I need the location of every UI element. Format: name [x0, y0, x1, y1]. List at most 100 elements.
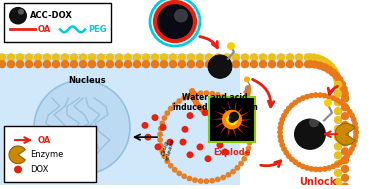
Circle shape [9, 7, 27, 25]
Circle shape [301, 96, 305, 100]
Circle shape [232, 54, 240, 61]
Circle shape [322, 58, 328, 65]
Circle shape [310, 54, 318, 61]
Polygon shape [232, 100, 237, 119]
Circle shape [182, 174, 186, 178]
Circle shape [124, 61, 132, 68]
Circle shape [204, 179, 209, 183]
Circle shape [229, 112, 239, 122]
Polygon shape [228, 100, 232, 119]
Circle shape [335, 81, 341, 88]
Circle shape [329, 69, 336, 76]
Circle shape [246, 146, 251, 150]
Circle shape [325, 66, 332, 73]
Polygon shape [214, 111, 232, 119]
Circle shape [231, 170, 235, 174]
Circle shape [338, 100, 343, 105]
Circle shape [309, 93, 314, 98]
Circle shape [14, 166, 22, 173]
Circle shape [353, 122, 357, 126]
Circle shape [107, 54, 113, 61]
Circle shape [155, 143, 161, 150]
Circle shape [178, 54, 186, 61]
Circle shape [190, 92, 195, 97]
Bar [209, 97, 255, 142]
Circle shape [215, 177, 220, 182]
Circle shape [152, 114, 158, 121]
Circle shape [307, 61, 313, 68]
Circle shape [244, 76, 250, 82]
Circle shape [352, 143, 356, 147]
Circle shape [341, 139, 349, 146]
Circle shape [25, 61, 33, 68]
Circle shape [345, 106, 349, 111]
Circle shape [143, 54, 150, 61]
Circle shape [166, 139, 174, 146]
Circle shape [347, 151, 352, 155]
Polygon shape [232, 104, 245, 119]
Circle shape [235, 166, 240, 170]
Circle shape [245, 92, 250, 97]
Circle shape [327, 166, 331, 170]
Circle shape [225, 112, 230, 117]
Circle shape [169, 61, 177, 68]
Circle shape [159, 127, 163, 131]
Circle shape [8, 54, 14, 61]
Circle shape [202, 108, 207, 113]
Circle shape [246, 124, 251, 128]
Circle shape [133, 54, 141, 61]
Circle shape [204, 155, 212, 162]
Circle shape [222, 148, 228, 155]
Circle shape [192, 97, 197, 102]
Circle shape [98, 54, 104, 61]
Circle shape [335, 134, 341, 141]
Circle shape [354, 130, 358, 134]
Circle shape [216, 113, 221, 118]
Circle shape [197, 143, 203, 150]
Circle shape [341, 183, 349, 189]
Circle shape [284, 151, 288, 155]
Circle shape [174, 9, 188, 22]
Circle shape [345, 154, 349, 158]
Circle shape [25, 54, 33, 61]
Circle shape [199, 107, 204, 112]
Circle shape [242, 157, 246, 161]
Circle shape [314, 93, 318, 97]
Circle shape [143, 61, 150, 68]
Circle shape [208, 55, 232, 78]
Circle shape [144, 134, 152, 141]
Circle shape [204, 91, 209, 95]
Bar [0, 54, 310, 68]
Circle shape [186, 151, 194, 158]
Text: Explode: Explode [213, 148, 251, 157]
Circle shape [152, 61, 158, 68]
Circle shape [160, 149, 164, 153]
Circle shape [222, 110, 242, 129]
Circle shape [354, 130, 358, 134]
Circle shape [342, 157, 346, 161]
Wedge shape [9, 146, 25, 164]
Polygon shape [220, 119, 232, 135]
Circle shape [181, 126, 189, 133]
Circle shape [71, 54, 77, 61]
Circle shape [324, 99, 332, 107]
Circle shape [325, 61, 332, 67]
Circle shape [307, 54, 313, 61]
Circle shape [335, 108, 341, 115]
Circle shape [268, 61, 276, 68]
Circle shape [335, 125, 341, 132]
Circle shape [282, 113, 286, 118]
Circle shape [223, 61, 231, 68]
Circle shape [260, 61, 266, 68]
Circle shape [277, 54, 285, 61]
Text: Water and acid
induced dissolution: Water and acid induced dissolution [173, 93, 257, 112]
Circle shape [341, 166, 349, 172]
Circle shape [193, 92, 197, 96]
Circle shape [226, 97, 231, 102]
Circle shape [34, 54, 42, 61]
Circle shape [353, 126, 358, 130]
Circle shape [342, 103, 346, 107]
Circle shape [187, 94, 192, 98]
Circle shape [162, 116, 167, 120]
Circle shape [245, 152, 249, 156]
